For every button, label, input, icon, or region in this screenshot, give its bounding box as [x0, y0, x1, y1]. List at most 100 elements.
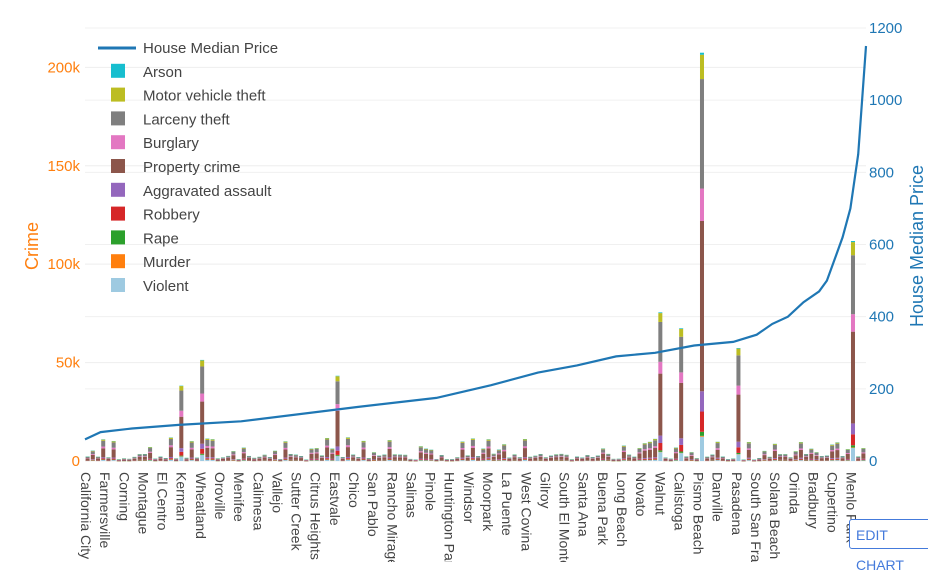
bar-segment [398, 455, 402, 457]
bar-segment [830, 446, 834, 450]
bar-segment [336, 411, 340, 447]
bar-segment [773, 451, 777, 458]
bar-segment [273, 460, 277, 461]
bar-segment [710, 457, 714, 458]
bar-segment [830, 451, 834, 458]
bar-segment [747, 459, 751, 460]
bar-segment [164, 459, 168, 460]
bar-segment [419, 459, 423, 460]
bar-segment [190, 443, 194, 448]
x-tick-label: Santa Ana [576, 472, 592, 537]
bar-segment [460, 459, 464, 460]
legend-swatch [111, 88, 125, 102]
bar-segment [492, 457, 496, 460]
bar-segment [674, 459, 678, 460]
bar-segment [575, 458, 579, 460]
bar-segment [747, 450, 751, 458]
bar-segment [596, 456, 600, 457]
bar-segment [851, 241, 855, 242]
bar-segment [721, 457, 725, 458]
x-tick-label: Montague [135, 472, 151, 534]
bar-segment [138, 457, 142, 460]
bar-segment [820, 458, 824, 460]
bar-segment [403, 455, 407, 457]
bar-segment [606, 454, 610, 456]
bar-segment [325, 458, 329, 459]
bar-segment [648, 443, 652, 448]
bar-segment [653, 458, 657, 459]
bar-segment [91, 455, 95, 459]
bar-segment [148, 453, 152, 459]
bar-segment [601, 459, 605, 460]
bar-segment [325, 438, 329, 439]
bar-segment [283, 448, 287, 450]
bar-segment [513, 455, 517, 457]
bar-segment [736, 453, 740, 454]
bar-segment [747, 443, 751, 448]
bar-segment [388, 447, 392, 449]
bar-segment [851, 255, 855, 314]
bar-segment [148, 459, 152, 460]
bar-segment [330, 454, 334, 459]
bar-segment [643, 459, 647, 460]
bar-segment [195, 458, 199, 459]
bar-segment [466, 456, 470, 457]
bar-segment [825, 456, 829, 457]
bar-segment [539, 455, 543, 457]
bar-segment [299, 458, 303, 460]
bar-segment [523, 457, 527, 458]
bar-segment [205, 440, 209, 446]
bar-segment [736, 355, 740, 385]
bar-segment [768, 457, 772, 458]
bar-segment [815, 455, 819, 456]
bar-segment [684, 457, 688, 458]
bar-segment [211, 447, 215, 449]
legend-swatch [111, 207, 125, 221]
bar-segment [143, 456, 147, 457]
bar-segment [773, 459, 777, 460]
bar-segment [440, 455, 444, 457]
legend-swatch [111, 254, 125, 268]
left-tick-label: 100k [47, 256, 80, 273]
bar-segment [205, 457, 209, 458]
bar-segment [471, 440, 475, 446]
bar-segment [700, 432, 704, 436]
bar-segment [497, 460, 501, 461]
bar-segment [601, 449, 605, 452]
bar-segment [539, 456, 543, 457]
bar-segment [487, 458, 491, 459]
x-tick-label: Vallejo [269, 472, 285, 513]
bar-segment [211, 441, 215, 447]
bar-segment [658, 443, 662, 450]
legend-label: Arson [143, 64, 182, 81]
bar-segment [523, 448, 527, 457]
bar-segment [481, 449, 485, 452]
bar-segment [638, 459, 642, 460]
bar-segment [690, 455, 694, 456]
bar-segment [398, 457, 402, 460]
bar-segment [382, 457, 386, 458]
bar-segment [382, 455, 386, 457]
bar-segment [336, 376, 340, 381]
bar-segment [487, 457, 491, 458]
bar-segment [112, 459, 116, 460]
bar-segment [554, 457, 558, 458]
bar-segment [762, 459, 766, 460]
bar-segment [460, 448, 464, 450]
bar-segment [367, 459, 371, 460]
bar-segment [653, 457, 657, 458]
bar-segment [346, 458, 350, 459]
x-tick-label: Buena Park [595, 472, 611, 546]
left-tick-label: 50k [56, 355, 81, 372]
bar-segment [835, 450, 839, 458]
bar-segment [835, 444, 839, 449]
bar-segment [273, 451, 277, 454]
bar-segment [533, 456, 537, 457]
bar-segment [429, 460, 433, 461]
bar-segment [179, 457, 183, 461]
bar-segment [830, 459, 834, 460]
edit-chart-button[interactable]: EDIT CHART [849, 519, 928, 549]
bar-segment [622, 459, 626, 460]
x-tick-label: Wheatland [193, 472, 209, 539]
